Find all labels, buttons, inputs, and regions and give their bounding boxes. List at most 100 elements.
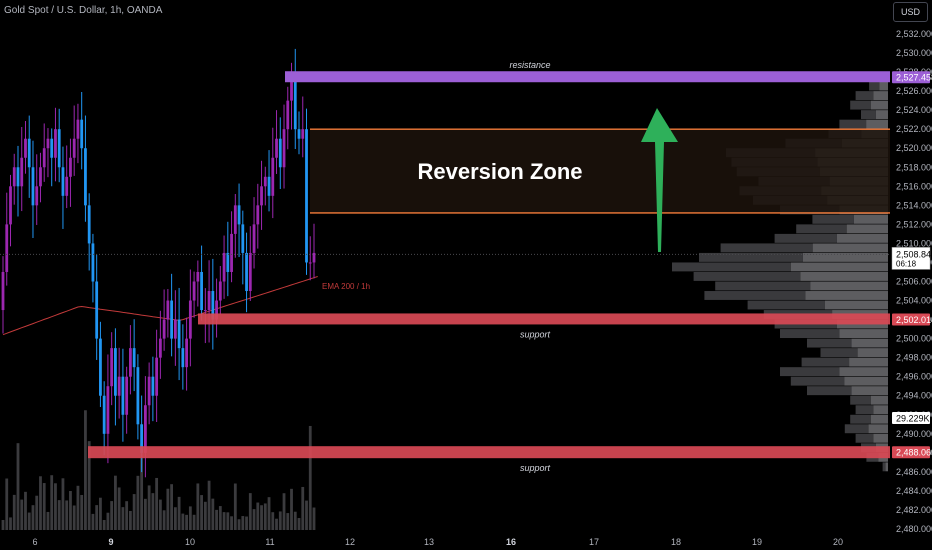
volume-bar (121, 507, 125, 530)
x-tick-label: 10 (185, 537, 195, 547)
x-tick-label: 19 (752, 537, 762, 547)
candle-body (200, 271, 203, 311)
volume-profile-bar (873, 405, 888, 415)
x-tick-label: 9 (108, 537, 113, 547)
x-tick-label: 17 (589, 537, 599, 547)
ema-label: EMA 200 / 1h (322, 282, 370, 291)
volume-profile-bar (844, 424, 869, 434)
candle-body (9, 186, 12, 225)
volume-profile-bar (715, 281, 811, 291)
candle-body (114, 348, 117, 396)
y-tick-label: 2,506.000 (896, 277, 932, 287)
volume-profile-bar (850, 395, 871, 405)
volume-profile-bar (839, 367, 888, 377)
volume-profile-bar (807, 338, 852, 348)
volume-bar (117, 487, 121, 530)
volume-bar (20, 499, 24, 530)
volume-bar (237, 519, 241, 530)
volume-profile-bar (870, 100, 888, 110)
y-tick-label: 2,504.000 (896, 296, 932, 306)
volume-bar (260, 505, 263, 530)
volume-profile-bar (875, 110, 888, 120)
volume-profile-bar (807, 386, 852, 396)
candle-body (125, 376, 129, 415)
candle-body (54, 129, 57, 158)
candle-body (166, 300, 170, 320)
volume-bar (72, 505, 76, 530)
y-tick-label: 2,510.000 (896, 238, 932, 248)
candle-body (65, 176, 69, 196)
volume-bar (132, 494, 136, 530)
candle-body (61, 167, 65, 196)
candle-body (143, 405, 147, 453)
volume-profile-bar (879, 81, 888, 91)
support-1-price-tag: 2,502.014 (892, 313, 932, 326)
volume-bar (192, 514, 196, 530)
volume-profile-bar (820, 348, 858, 358)
x-tick-label: 6 (32, 537, 37, 547)
candle-body (248, 252, 252, 292)
candle-body (80, 119, 84, 149)
up-arrow (641, 108, 678, 252)
reversion-zone (310, 129, 890, 213)
candle-body (110, 348, 114, 387)
volume-bar (39, 476, 42, 530)
volume-profile-bar (885, 462, 888, 472)
candle-body (230, 233, 233, 272)
candle-body (76, 119, 80, 139)
volume-bar (230, 516, 233, 530)
svg-text:06:18: 06:18 (896, 259, 917, 268)
x-tick-label: 13 (424, 537, 434, 547)
volume-bar (271, 512, 275, 530)
candle-body (35, 186, 39, 206)
volume-profile-bar (853, 214, 888, 224)
candle-body (136, 367, 140, 425)
candle-body (12, 167, 16, 187)
candle-body (95, 281, 99, 339)
support-2-price-tag: 2,488.069 (892, 446, 932, 459)
y-tick-label: 2,500.000 (896, 334, 932, 344)
candle-body (39, 167, 42, 187)
candle-body (218, 281, 222, 301)
candle-body (91, 243, 95, 282)
candle-body (57, 129, 61, 168)
volume-profile-bar (866, 119, 888, 129)
candle-body (252, 224, 256, 253)
volume-profile-bar (849, 357, 888, 367)
volume-bar (222, 512, 226, 530)
candle-body (237, 205, 241, 225)
volume-bar (166, 488, 170, 530)
y-tick-label: 2,484.000 (896, 486, 932, 496)
volume-bar (9, 517, 12, 530)
y-tick-label: 2,516.000 (896, 181, 932, 191)
volume-bar (170, 484, 174, 530)
candle-body (192, 281, 196, 301)
candle-body (69, 157, 72, 177)
support-band-2 (88, 446, 890, 459)
y-tick-label: 2,496.000 (896, 372, 932, 382)
svg-text:29.229K: 29.229K (896, 414, 930, 424)
volume-bar (267, 497, 271, 530)
candle-body (222, 252, 226, 282)
volume-profile-bar (873, 433, 888, 443)
volume-bar (312, 507, 316, 530)
volume-bar (65, 500, 69, 530)
candle-body (267, 176, 271, 196)
candle-body (215, 300, 218, 320)
volume-bar (31, 505, 35, 530)
currency-button[interactable]: USD (893, 2, 928, 22)
volume-profile-bar (801, 357, 850, 367)
candle-body (196, 271, 200, 282)
volume-bar (177, 496, 181, 530)
volume-bar (12, 494, 16, 530)
volume-bar (151, 493, 155, 530)
candle-body (286, 100, 290, 130)
volume-bar (158, 499, 162, 530)
volume-bar (297, 518, 301, 530)
candle-body (5, 224, 9, 272)
volume-bars (1, 410, 316, 530)
volume-bar (278, 511, 282, 530)
volume-bar (57, 500, 61, 530)
support-band-1 (198, 313, 890, 325)
